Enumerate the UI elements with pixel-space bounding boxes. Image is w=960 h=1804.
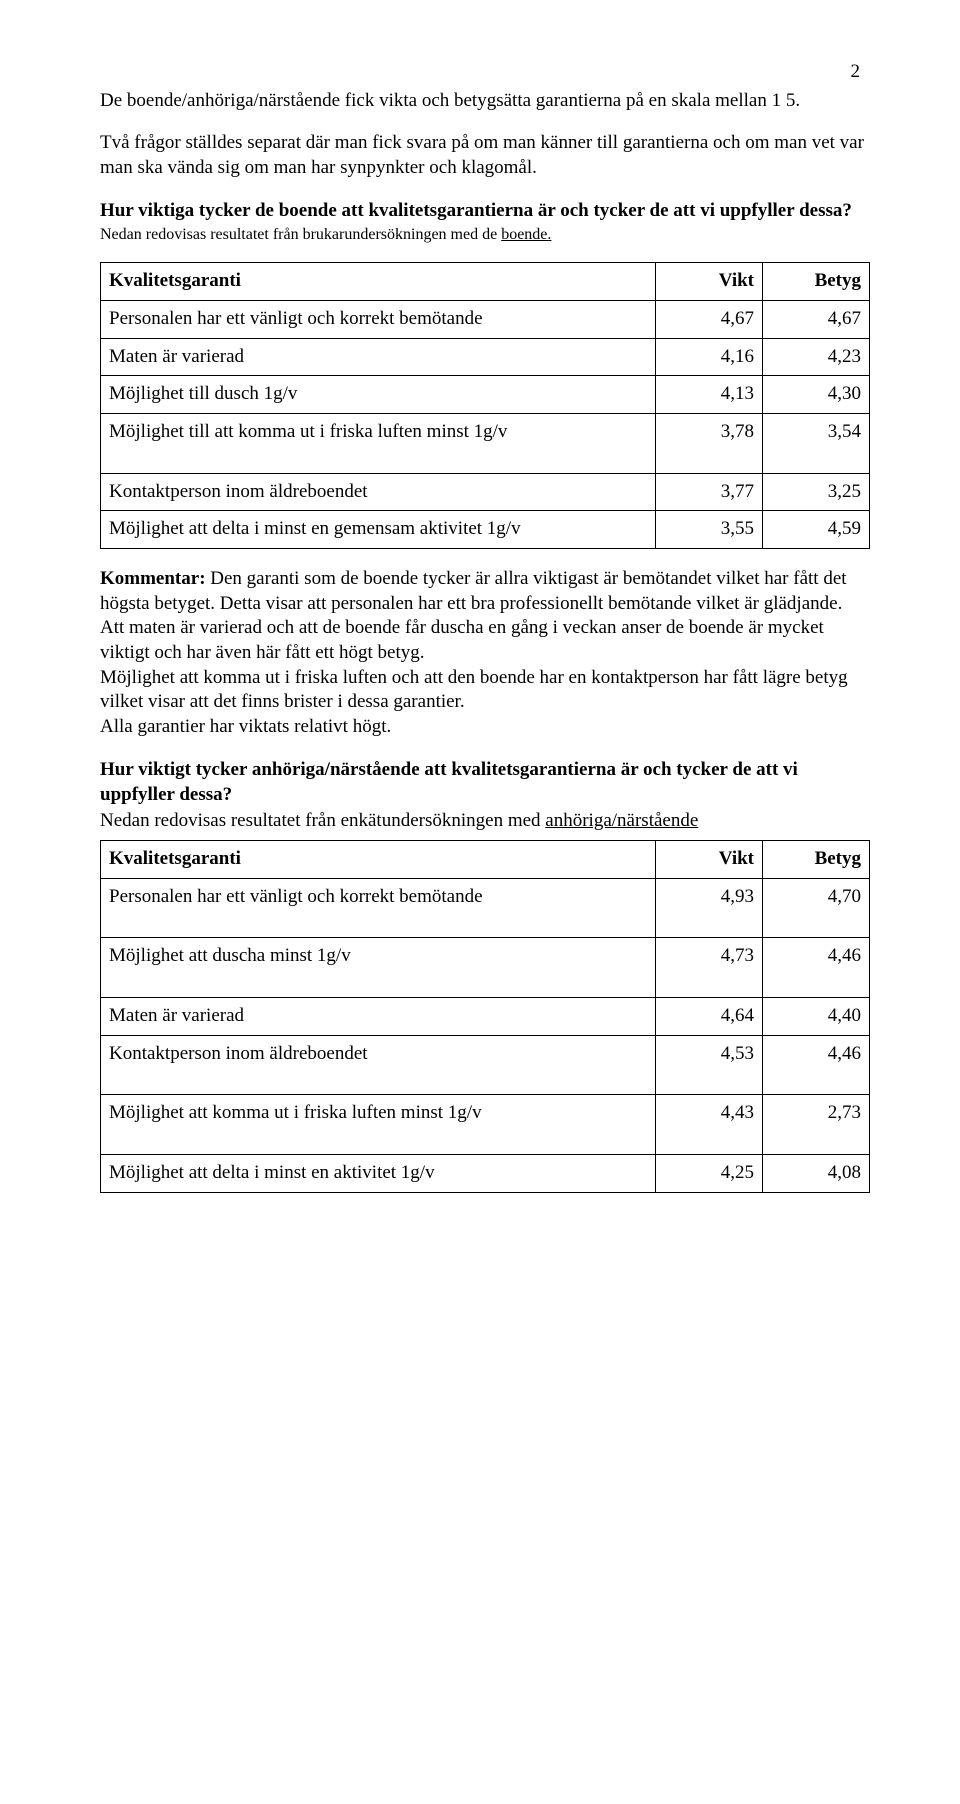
question2-subnote-underline: anhöriga/närstående — [545, 810, 698, 831]
col-header-vikt: Vikt — [656, 263, 763, 301]
cell-betyg: 4,08 — [763, 1155, 870, 1193]
question1-subnote-prefix: Nedan redovisas resultatet från brukarun… — [100, 226, 501, 243]
cell-vikt: 4,16 — [656, 338, 763, 376]
question1-subnote: Nedan redovisas resultatet från brukarun… — [100, 225, 870, 246]
cell-vikt: 3,77 — [656, 473, 763, 511]
cell-betyg: 4,40 — [763, 997, 870, 1035]
page-number: 2 — [100, 60, 870, 85]
cell-betyg: 4,46 — [763, 938, 870, 998]
table-row: Möjlighet till att komma ut i friska luf… — [101, 413, 870, 473]
cell-betyg: 4,67 — [763, 300, 870, 338]
question2-subnote: Nedan redovisas resultatet från enkätund… — [100, 809, 870, 834]
table-row: Möjlighet att delta i minst en gemensam … — [101, 511, 870, 549]
cell-vikt: 4,25 — [656, 1155, 763, 1193]
cell-vikt: 4,93 — [656, 878, 763, 938]
cell-vikt: 4,53 — [656, 1035, 763, 1095]
cell-betyg: 4,46 — [763, 1035, 870, 1095]
intro-paragraph-1: De boende/anhöriga/närstående fick vikta… — [100, 89, 870, 114]
cell-betyg: 3,54 — [763, 413, 870, 473]
question1-subnote-underline: boende. — [501, 226, 551, 243]
table-row: Möjlighet att komma ut i friska luften m… — [101, 1095, 870, 1155]
question2-heading: Hur viktigt tycker anhöriga/närstående a… — [100, 758, 870, 807]
table-row: Personalen har ett vänligt och korrekt b… — [101, 300, 870, 338]
table-row: Möjlighet att delta i minst en aktivitet… — [101, 1155, 870, 1193]
cell-label: Kontaktperson inom äldreboendet — [101, 473, 656, 511]
table-row: Kontaktperson inom äldreboendet 4,53 4,4… — [101, 1035, 870, 1095]
table-row: Möjlighet att duscha minst 1g/v 4,73 4,4… — [101, 938, 870, 998]
cell-label: Kontaktperson inom äldreboendet — [101, 1035, 656, 1095]
table-boende: Kvalitetsgaranti Vikt Betyg Personalen h… — [100, 262, 870, 549]
col-header-betyg: Betyg — [763, 263, 870, 301]
cell-label: Möjlighet till dusch 1g/v — [101, 376, 656, 414]
cell-label: Personalen har ett vänligt och korrekt b… — [101, 878, 656, 938]
table-row: Kontaktperson inom äldreboendet 3,77 3,2… — [101, 473, 870, 511]
cell-vikt: 4,73 — [656, 938, 763, 998]
cell-vikt: 4,67 — [656, 300, 763, 338]
table-header-row: Kvalitetsgaranti Vikt Betyg — [101, 840, 870, 878]
table-row: Maten är varierad 4,16 4,23 — [101, 338, 870, 376]
cell-label: Möjlighet till att komma ut i friska luf… — [101, 413, 656, 473]
cell-vikt: 3,78 — [656, 413, 763, 473]
cell-vikt: 4,43 — [656, 1095, 763, 1155]
table-row: Personalen har ett vänligt och korrekt b… — [101, 878, 870, 938]
cell-betyg: 4,30 — [763, 376, 870, 414]
cell-label: Maten är varierad — [101, 997, 656, 1035]
kommentar-paragraph: Kommentar: Den garanti som de boende tyc… — [100, 567, 870, 740]
cell-vikt: 3,55 — [656, 511, 763, 549]
table-anhoriga: Kvalitetsgaranti Vikt Betyg Personalen h… — [100, 840, 870, 1193]
cell-label: Möjlighet att komma ut i friska luften m… — [101, 1095, 656, 1155]
cell-betyg: 4,70 — [763, 878, 870, 938]
cell-label: Maten är varierad — [101, 338, 656, 376]
cell-label: Personalen har ett vänligt och korrekt b… — [101, 300, 656, 338]
question1-heading: Hur viktiga tycker de boende att kvalite… — [100, 199, 870, 224]
cell-label: Möjlighet att delta i minst en aktivitet… — [101, 1155, 656, 1193]
cell-betyg: 2,73 — [763, 1095, 870, 1155]
col-header-vikt: Vikt — [656, 840, 763, 878]
question2-subnote-prefix: Nedan redovisas resultatet från enkätund… — [100, 810, 545, 831]
kommentar-body: Den garanti som de boende tycker är allr… — [100, 568, 848, 737]
col-header-label: Kvalitetsgaranti — [101, 840, 656, 878]
table-header-row: Kvalitetsgaranti Vikt Betyg — [101, 263, 870, 301]
cell-label: Möjlighet att duscha minst 1g/v — [101, 938, 656, 998]
cell-betyg: 4,23 — [763, 338, 870, 376]
cell-label: Möjlighet att delta i minst en gemensam … — [101, 511, 656, 549]
col-header-betyg: Betyg — [763, 840, 870, 878]
cell-vikt: 4,13 — [656, 376, 763, 414]
col-header-label: Kvalitetsgaranti — [101, 263, 656, 301]
cell-betyg: 4,59 — [763, 511, 870, 549]
kommentar-label: Kommentar: — [100, 568, 210, 589]
table-row: Möjlighet till dusch 1g/v 4,13 4,30 — [101, 376, 870, 414]
cell-vikt: 4,64 — [656, 997, 763, 1035]
table-row: Maten är varierad 4,64 4,40 — [101, 997, 870, 1035]
intro-paragraph-2: Två frågor ställdes separat där man fick… — [100, 131, 870, 180]
cell-betyg: 3,25 — [763, 473, 870, 511]
